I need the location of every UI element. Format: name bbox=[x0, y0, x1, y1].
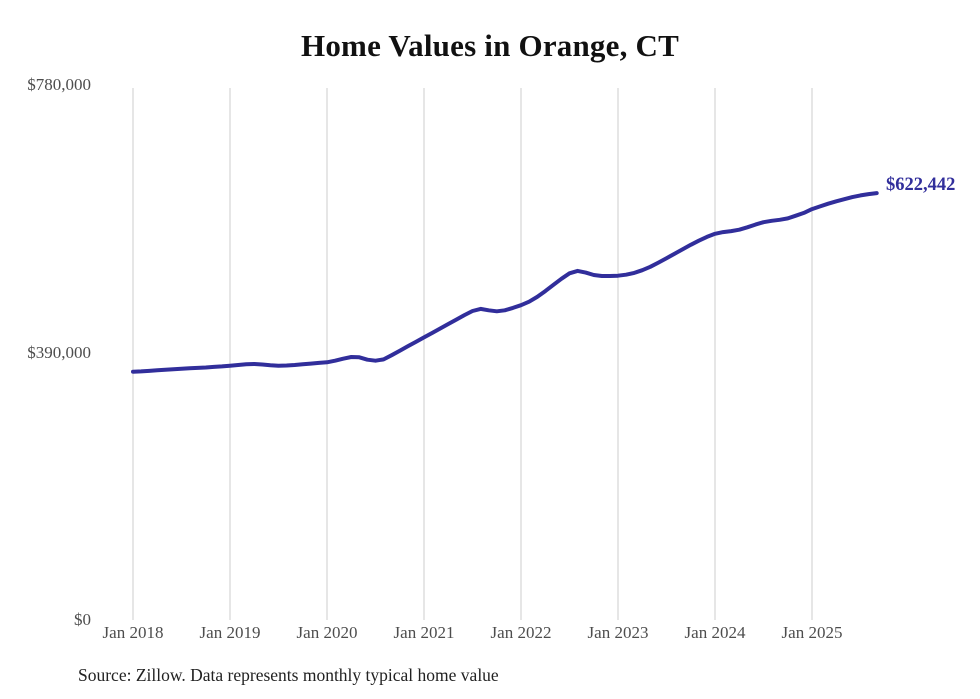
vertical-gridlines bbox=[132, 88, 813, 620]
x-tick-label: Jan 2024 bbox=[684, 623, 746, 642]
x-tick-label: Jan 2018 bbox=[102, 623, 164, 642]
x-tick-label: Jan 2019 bbox=[199, 623, 261, 642]
x-tick-label: Jan 2023 bbox=[587, 623, 649, 642]
home-value-line bbox=[131, 191, 879, 374]
x-tick-label: Jan 2021 bbox=[393, 623, 455, 642]
y-tick-label: $390,000 bbox=[27, 342, 91, 362]
y-tick-label: $780,000 bbox=[27, 75, 91, 94]
x-tick-label: Jan 2025 bbox=[781, 623, 843, 642]
x-tick-label: Jan 2020 bbox=[296, 623, 358, 642]
latest-value-label: $622,442 bbox=[886, 175, 956, 195]
source-note: Source: Zillow. Data represents monthly … bbox=[78, 665, 499, 685]
y-tick-label: $0 bbox=[74, 610, 91, 629]
chart-title: Home Values in Orange, CT bbox=[301, 28, 679, 63]
x-tick-label: Jan 2022 bbox=[490, 623, 552, 642]
